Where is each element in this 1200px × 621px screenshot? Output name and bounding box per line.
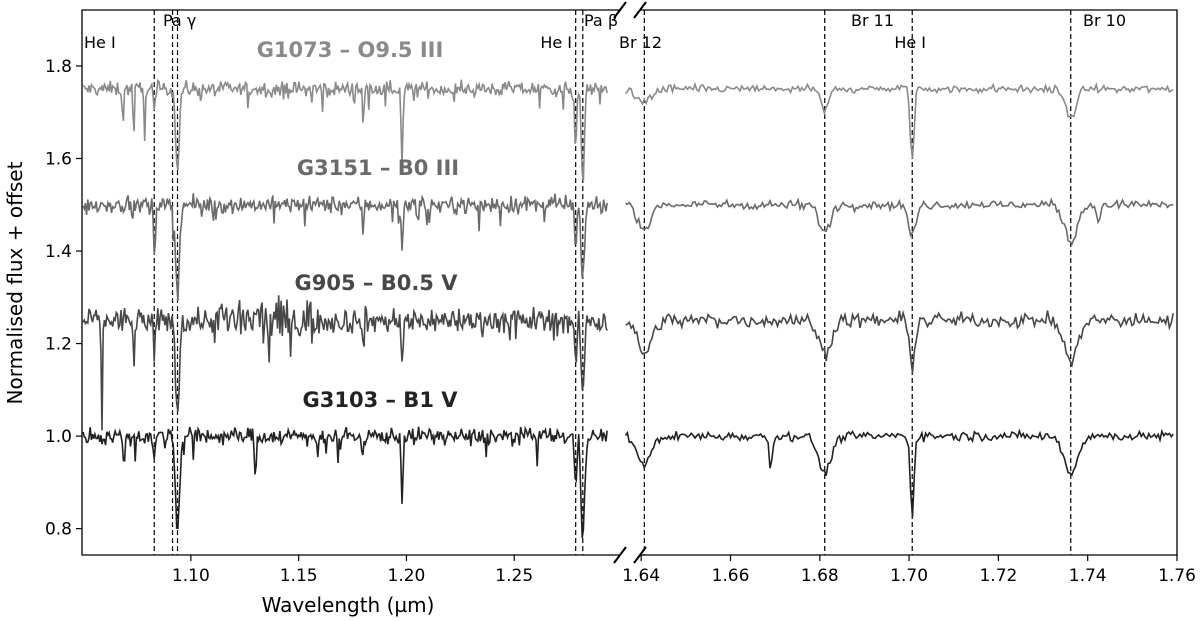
series-title: G3103 – B1 V [303, 388, 459, 412]
x-tick-label-right: 1.66 [712, 566, 750, 586]
series-title: G905 – B0.5 V [295, 271, 459, 295]
y-tick-label: 1.6 [45, 150, 72, 170]
axis-break-mark [613, 546, 627, 564]
axes: 1.10 1.15 1.20 1.25 1.64 1.66 1.68 1.70 1.72 1.74… [45, 1, 1196, 586]
left-axis-frame [81, 9, 621, 556]
marker-label: Br 11 [851, 11, 894, 30]
marker-label: He I [894, 33, 926, 52]
spectrum-4 [624, 428, 1174, 518]
x-tick-label-left: 1.25 [495, 566, 533, 586]
x-tick-label-left: 1.15 [280, 566, 318, 586]
y-tick-label: 1.0 [45, 427, 72, 447]
spectrum-1 [624, 81, 1174, 159]
y-tick-label: 1.2 [45, 335, 72, 355]
y-tick-label: 1.8 [45, 57, 72, 77]
axis-break-mark [633, 1, 647, 19]
axis-break-mark [633, 546, 647, 564]
y-tick-label: 0.8 [45, 520, 72, 540]
marker-label: Br 10 [1083, 11, 1126, 30]
marker-label: He I [84, 33, 116, 52]
spectrum-3 [625, 309, 1174, 373]
x-tick-label-right: 1.72 [979, 566, 1017, 586]
spectra: G1073 – O9.5 III G3151 – B0 III G905 – B0.… [82, 38, 1174, 539]
series-title: G1073 – O9.5 III [257, 38, 444, 62]
x-tick-label-right: 1.76 [1158, 566, 1196, 586]
spectrum-1 [82, 78, 608, 181]
spectrum-4 [82, 425, 608, 539]
marker-label: Pa γ [163, 11, 196, 30]
axis-break-mark [613, 1, 627, 19]
marker-label: He I [540, 33, 572, 52]
x-tick-label-right: 1.64 [622, 566, 660, 586]
x-tick-label-right: 1.70 [890, 566, 928, 586]
spectrum-3 [82, 295, 608, 431]
x-tick-label-right: 1.68 [801, 566, 839, 586]
x-tick-label-left: 1.10 [172, 566, 210, 586]
y-axis-label: Normalised flux + offset [3, 161, 27, 404]
x-axis-label: Wavelength (µm) [262, 593, 435, 617]
x-tick-label-right: 1.74 [1069, 566, 1107, 586]
spectrum-2 [625, 197, 1174, 246]
y-tick-label: 1.4 [45, 242, 72, 262]
series-title: G3151 – B0 III [297, 156, 459, 180]
spectrum-2 [82, 193, 608, 301]
marker-label: Pa β [584, 11, 618, 30]
x-tick-label-left: 1.20 [388, 566, 426, 586]
marker-label: Br 12 [619, 33, 662, 52]
